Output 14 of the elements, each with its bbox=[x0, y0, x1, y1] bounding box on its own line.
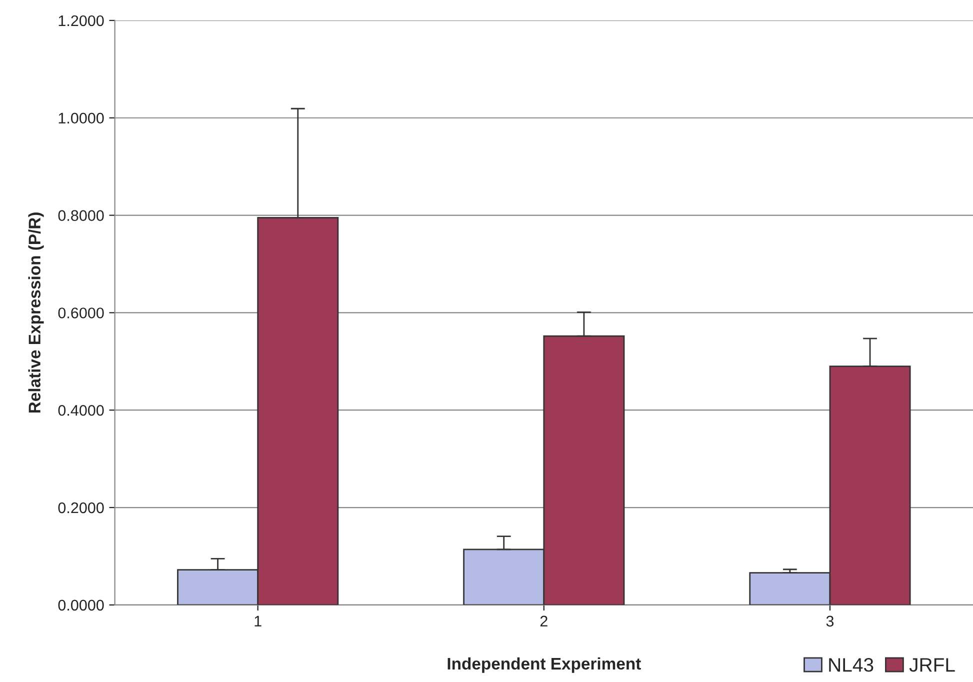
y-tick-label: 0.4000 bbox=[58, 404, 104, 416]
legend-label: JRFL bbox=[909, 658, 955, 672]
x-tick-label: 1 bbox=[254, 616, 262, 626]
y-tick-label: 0.6000 bbox=[58, 308, 104, 318]
y-tick-label: 0.8000 bbox=[58, 210, 104, 221]
x-axis-title: Independent Experiment bbox=[448, 657, 641, 673]
x-tick-label: 3 bbox=[826, 616, 834, 627]
legend-label: NL43 bbox=[829, 658, 874, 672]
y-tick-label: 1.0000 bbox=[58, 112, 104, 124]
y-tick-label: 0.0000 bbox=[58, 600, 104, 611]
y-axis-title: Relative Expression (P/R) bbox=[28, 212, 44, 413]
y-tick-label: 1.2000 bbox=[58, 15, 104, 26]
x-tick-label: 2 bbox=[540, 616, 548, 626]
y-tick-label: 0.2000 bbox=[58, 502, 104, 514]
